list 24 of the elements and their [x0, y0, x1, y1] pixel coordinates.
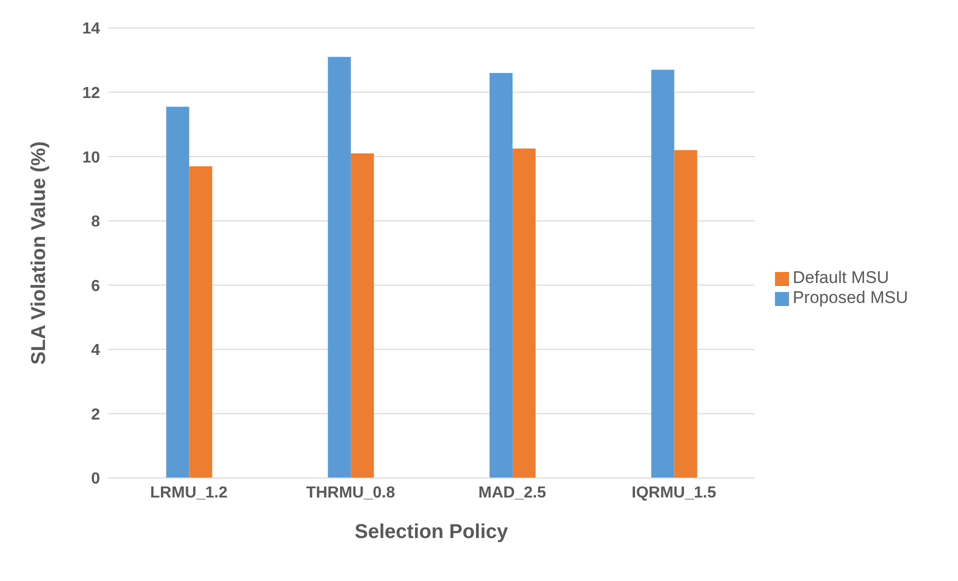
x-tick-label: MAD_2.5 — [478, 484, 546, 502]
y-tick-label: 10 — [82, 149, 100, 166]
y-tick-label: 2 — [91, 406, 100, 424]
y-axis-title: SLA Violation Value (%) — [28, 141, 50, 365]
bar — [674, 150, 698, 478]
legend-label: Proposed MSU — [792, 288, 908, 307]
legend-label: Default MSU — [792, 268, 890, 287]
bar — [512, 148, 536, 478]
bar — [651, 70, 674, 478]
x-tick-label: IQRMU_1.5 — [632, 484, 716, 502]
y-tick-label: 4 — [91, 342, 100, 360]
bar — [189, 166, 212, 478]
x-axis-title: Selection Policy — [354, 521, 509, 543]
y-tick-label: 14 — [82, 20, 100, 38]
y-tick-label: 12 — [82, 84, 100, 102]
bar — [166, 106, 190, 478]
y-tick-label: 0 — [91, 470, 100, 488]
bar — [350, 153, 374, 478]
x-tick-label: THRMU_0.8 — [306, 484, 396, 502]
bar — [490, 73, 513, 478]
y-tick-label: 6 — [91, 278, 100, 295]
y-tick-label: 8 — [91, 214, 100, 231]
bar — [328, 56, 351, 478]
x-tick-label: LRMU_1.2 — [150, 484, 228, 502]
